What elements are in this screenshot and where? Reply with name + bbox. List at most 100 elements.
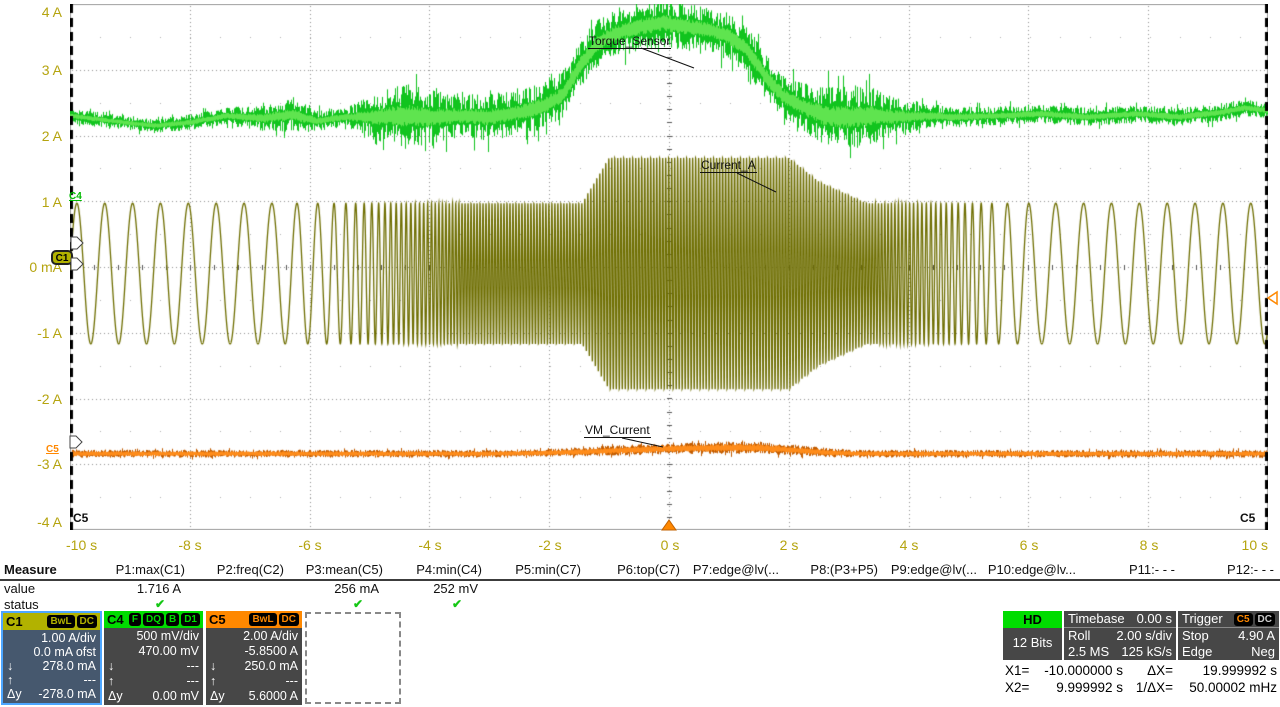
x-axis-label: 10 s [1241, 537, 1268, 553]
c4-zero-marker[interactable]: C4 [69, 191, 82, 202]
c1-delta-y: -278.0 mA [38, 687, 96, 701]
delta-y-icon: Δy [7, 687, 22, 701]
trace-label-vm-current: VM_Current [584, 423, 651, 438]
x2-cursor-source-label: C5 [1240, 511, 1256, 525]
cursor-down-icon: ↓ [210, 658, 217, 673]
measure-p1-status: ✔ [154, 597, 165, 611]
x1-cursor-source-label: C5 [73, 511, 89, 525]
measure-p6-value [587, 581, 686, 597]
cursor-down-icon: ↓ [108, 658, 115, 673]
measure-p5-header[interactable]: P5:min(C7) [515, 562, 581, 577]
measure-p1-value: 1.716 A [136, 581, 181, 596]
x1-label: X1= [1005, 663, 1030, 678]
c5-scale: 2.00 A/div [243, 629, 298, 644]
measure-p1-header[interactable]: P1:max(C1) [115, 562, 185, 577]
c4-f-badge: F [128, 613, 141, 626]
trigger-mode: Stop [1182, 628, 1209, 643]
waveform-display[interactable] [70, 4, 1268, 530]
measure-status-row-label: status [4, 597, 39, 612]
timebase-samples: 2.5 MS [1068, 644, 1110, 659]
channel-descriptor-c5[interactable]: C5 BwL DC 2.00 A/div -5.8500 A ↓ 250.0 mA… [206, 611, 302, 705]
c5-bwl-badge: BwL [249, 613, 277, 626]
cursor-readout: X1= -10.000000 s ΔX= 19.999992 s X2= 9.9… [1005, 662, 1280, 696]
c5-zero-marker[interactable]: C5 [46, 444, 59, 455]
delta-y-icon: Δy [108, 688, 123, 703]
c1-dc-badge: DC [76, 615, 97, 628]
inv-dx-label: 1/ΔX= [1135, 680, 1173, 695]
c1-offset: 0.0 mA ofst [33, 645, 96, 659]
y-axis-label: -3 A [37, 456, 62, 472]
timebase-box[interactable]: Timebase 0.00 s Roll 2.00 s/div 2.5 MS 1… [1064, 611, 1176, 660]
measure-p6-status [587, 597, 686, 613]
c1-bwl-badge: BwL [47, 615, 75, 628]
x-axis-label: 2 s [779, 537, 799, 553]
measure-p4-header[interactable]: P4:min(C4) [416, 562, 482, 577]
measure-p9-header[interactable]: P9:edge@lv(... [890, 562, 977, 577]
c5-offset: -5.8500 A [244, 644, 298, 659]
measure-p12-header[interactable]: P12:- - - [1227, 562, 1274, 577]
measure-p4-status: ✔ [451, 597, 462, 611]
c4-dq-badge: DQ [142, 613, 164, 626]
hd-badge: HD [1003, 611, 1062, 628]
trigger-slope: Neg [1251, 644, 1275, 659]
trigger-type: Edge [1182, 644, 1213, 659]
channel-descriptor-c4[interactable]: C4 F DQ B D1 500 mV/div 470.00 mV ↓ --- ↑… [104, 611, 203, 705]
trace-label-torque-sensor: Torque_Sensor [588, 34, 672, 49]
x-axis-label: 0 s [660, 537, 680, 553]
c5-dc-badge: DC [278, 613, 299, 626]
y-axis-label: 1 A [41, 194, 62, 210]
hd-bits: 12 Bits [1012, 635, 1053, 650]
y-axis-label: 4 A [41, 4, 62, 20]
dx-label: ΔX= [1147, 663, 1173, 678]
measure-p9-status [884, 597, 983, 613]
y-axis-label: 2 A [41, 128, 62, 144]
c4-scale: 500 mV/div [136, 629, 199, 644]
dx-value: 19.999992 s [1202, 663, 1277, 678]
measure-p10-header[interactable]: P10:edge@lv... [987, 562, 1076, 577]
c1-cursor1: 278.0 mA [42, 659, 96, 673]
y-axis-label: -4 A [37, 514, 62, 530]
x-axis-label: 6 s [1019, 537, 1039, 553]
measure-p8-value [785, 581, 884, 597]
measure-p8-header[interactable]: P8:(P3+P5) [810, 562, 878, 577]
delta-y-icon: Δy [210, 688, 225, 703]
y-axis-label: 3 A [41, 62, 62, 78]
measure-value-row-label: value [4, 581, 36, 596]
measure-p8-status [785, 597, 884, 613]
measure-p3-value: 256 mA [334, 581, 379, 596]
c4-b-badge: B [165, 613, 180, 626]
measure-p9-value [884, 581, 983, 597]
measure-table: Measure P1:max(C1) P2:freq(C2) P3:mean(C… [0, 562, 1280, 613]
measure-p3-header[interactable]: P3:mean(C5) [305, 562, 383, 577]
c5-name: C5 [209, 612, 226, 627]
measure-p7-header[interactable]: P7:edge@lv(... [692, 562, 779, 577]
x2-label: X2= [1005, 680, 1030, 695]
trigger-box[interactable]: Trigger C5 DC Stop 4.90 A Edge Neg [1178, 611, 1279, 660]
cursor-up-icon: ↑ [7, 673, 14, 687]
measure-p2-value [191, 581, 290, 597]
c4-offset: 470.00 mV [138, 644, 199, 659]
channel-descriptor-c1[interactable]: C1 BwL DC 1.00 A/div 0.0 mA ofst ↓ 278.0 … [1, 611, 102, 705]
trigger-source-badge: C5 [1233, 612, 1253, 626]
timebase-scale: 2.00 s/div [1116, 628, 1172, 643]
c4-delta-y: 0.00 mV [152, 688, 199, 703]
measure-p2-header[interactable]: P2:freq(C2) [216, 562, 284, 577]
c4-name: C4 [107, 612, 124, 627]
c1-scale: 1.00 A/div [41, 631, 96, 645]
y-axis-label: -2 A [37, 391, 62, 407]
empty-descriptor-slot[interactable] [305, 612, 401, 704]
x1-value: -10.000000 s [1044, 663, 1123, 678]
x-axis-label: 8 s [1139, 537, 1159, 553]
trigger-level-marker-icon[interactable] [1266, 290, 1278, 306]
measure-p10-value [983, 581, 1082, 597]
c1-zero-marker[interactable]: C1 [51, 250, 73, 265]
c4-cursor1: --- [186, 658, 200, 673]
hd-mode-box[interactable]: HD 12 Bits [1003, 611, 1062, 660]
c1-name: C1 [6, 614, 23, 629]
x-axis-label: -4 s [418, 537, 442, 553]
cursor-down-icon: ↓ [7, 659, 14, 673]
measure-p6-header[interactable]: P6:top(C7) [617, 562, 680, 577]
timebase-value: 0.00 s [1136, 611, 1172, 626]
timebase-mode: Roll [1068, 628, 1091, 643]
measure-p11-header[interactable]: P11:- - - [1129, 562, 1175, 577]
